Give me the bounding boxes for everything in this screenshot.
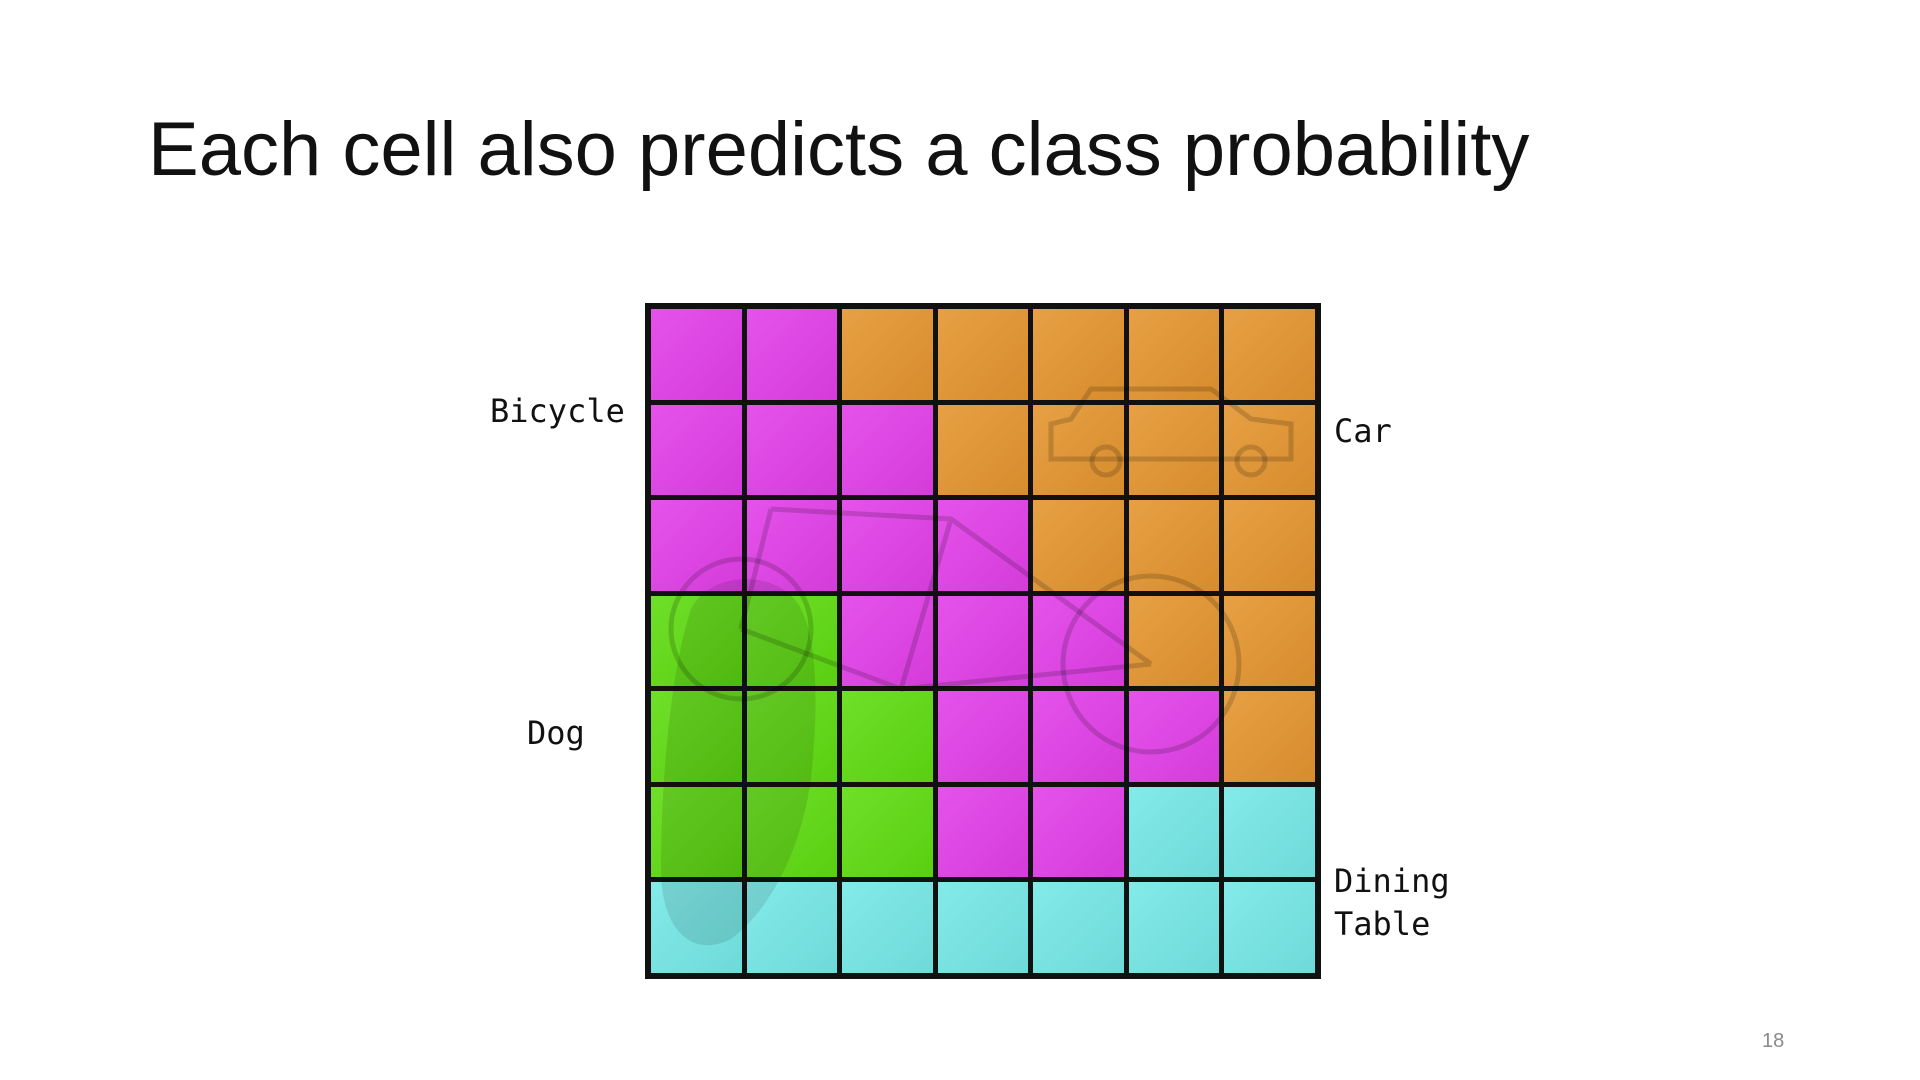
grid-cell-dog [651,595,742,687]
grid-cell-car [1224,691,1315,782]
label-dining-table: Dining Table [1334,862,1450,944]
grid-cell-bicycle [937,500,1029,591]
grid-cell-car [1224,595,1315,687]
grid-cell-bicycle [842,500,933,591]
grid-cell-dining-table [651,882,742,973]
grid-cell-dining-table [1128,882,1220,973]
grid-cell-car [1033,404,1124,496]
grid-cell-car [1128,404,1220,496]
label-car: Car [1334,412,1392,450]
grid-cell-bicycle [651,500,742,591]
grid-cell-dining-table [1224,882,1315,973]
grid-cell-dining-table [1128,786,1220,878]
grid-cell-dining-table [1033,882,1124,973]
label-bicycle: Bicycle [490,392,625,430]
grid-cell-dog [746,595,838,687]
grid-cell-bicycle [746,404,838,496]
grid-cell-car [1128,309,1220,400]
grid-cell-car [937,404,1029,496]
grid-cell-dining-table [746,882,838,973]
grid-cell-bicycle [1033,595,1124,687]
grid-cell-bicycle [746,500,838,591]
grid-cell-dog [842,691,933,782]
grid-cell-dining-table [937,882,1029,973]
grid-cell-bicycle [651,404,742,496]
grid-cell-bicycle [937,786,1029,878]
grid-cell-bicycle [842,404,933,496]
page-number: 18 [1762,1030,1785,1052]
grid-cell-car [1224,500,1315,591]
grid-cell-car [1128,500,1220,591]
grid-cell-car [937,309,1029,400]
grid-cell-dog [651,691,742,782]
grid-cell-dog [651,786,742,878]
grid-cell-dining-table [1224,786,1315,878]
grid-cell-car [1033,309,1124,400]
grid-cell-bicycle [1128,691,1220,782]
grid-cell-car [1128,595,1220,687]
grid-cell-dog [746,691,838,782]
grid-cell-car [1033,500,1124,591]
grid-cell-car [842,309,933,400]
class-probability-grid [645,303,1321,979]
slide-title: Each cell also predicts a class probabil… [148,107,1530,192]
grid-cell-bicycle [1033,691,1124,782]
grid-cell-dog [746,786,838,878]
grid-cell-bicycle [746,309,838,400]
grid-cell-car [1224,309,1315,400]
grid-cell-bicycle [842,595,933,687]
grid-cell-dining-table [842,882,933,973]
grid-cell-dog [842,786,933,878]
grid-cell-bicycle [937,691,1029,782]
grid-cells [651,309,1315,973]
grid-cell-bicycle [937,595,1029,687]
grid-cell-car [1224,404,1315,496]
grid-cell-bicycle [1033,786,1124,878]
label-dog: Dog [527,714,585,752]
grid-cell-bicycle [651,309,742,400]
